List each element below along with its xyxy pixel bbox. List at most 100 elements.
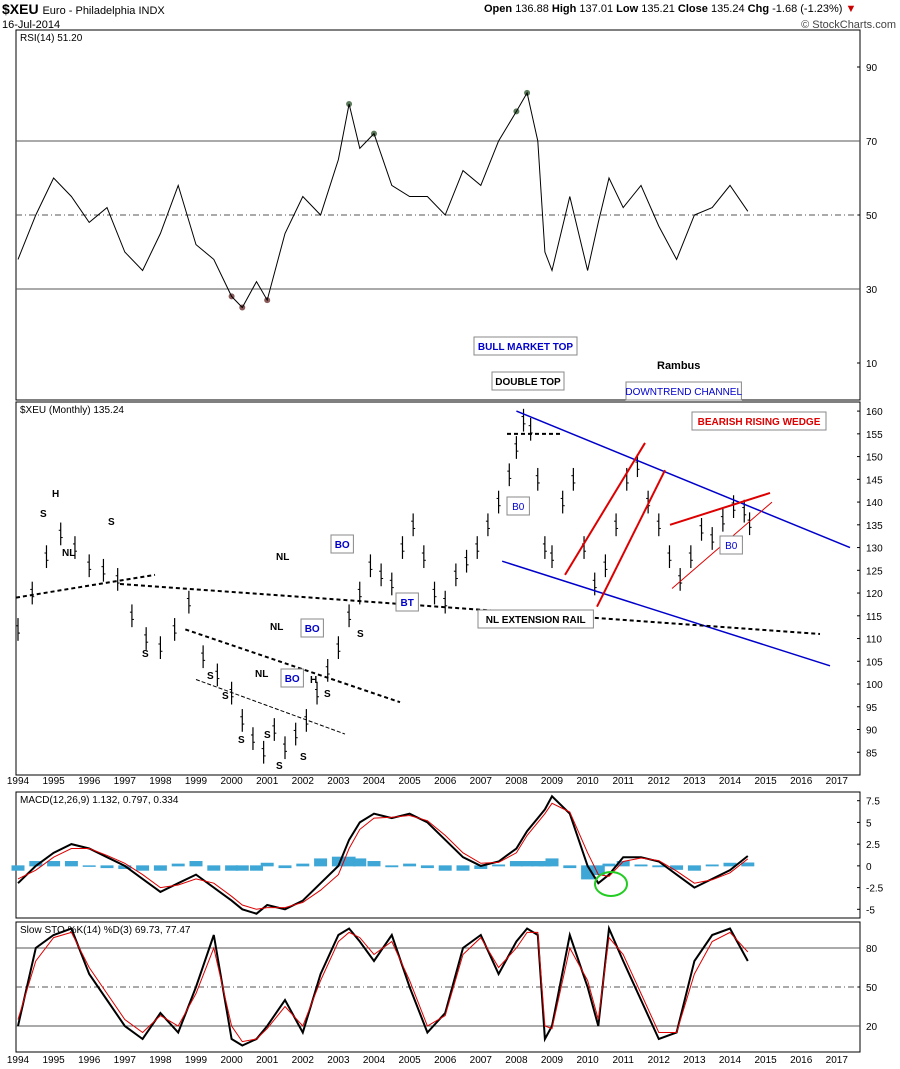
x-tick-label: 2004 bbox=[363, 776, 386, 787]
macd-histogram-bar bbox=[64, 861, 78, 867]
y-tick-label: 140 bbox=[866, 498, 883, 509]
y-tick-label: 90 bbox=[866, 63, 878, 74]
y-tick-label: 20 bbox=[866, 1022, 878, 1033]
macd-histogram-bar bbox=[314, 858, 328, 867]
x-tick-label: 1995 bbox=[42, 1055, 65, 1066]
bt-label-box bbox=[395, 592, 419, 612]
macd-histogram-bar bbox=[250, 865, 264, 871]
y-tick-label: -2.5 bbox=[866, 884, 884, 895]
macd-line bbox=[17, 794, 749, 915]
double-top-label-box bbox=[491, 371, 565, 391]
y-tick-label: 120 bbox=[866, 589, 883, 600]
x-tick-label: 2011 bbox=[612, 776, 634, 787]
y-tick-label: 135 bbox=[866, 521, 883, 532]
x-tick-label: 2003 bbox=[327, 776, 350, 787]
bo-label: BO bbox=[335, 540, 350, 551]
y-tick-label: 50 bbox=[866, 983, 878, 994]
y-tick-label: 150 bbox=[866, 453, 883, 464]
bearish-rising-wedge-label-box bbox=[691, 411, 827, 431]
nl-extension-rail-label: NL EXTENSION RAIL bbox=[486, 615, 586, 626]
shoulder-label: S bbox=[207, 671, 214, 682]
macd-histogram-bar bbox=[278, 865, 292, 869]
bo-label-box bbox=[506, 496, 530, 516]
bo-label-box bbox=[330, 534, 354, 554]
change-value: -1.68 (-1.23%) bbox=[772, 3, 843, 15]
y-tick-label: 80 bbox=[866, 944, 878, 955]
rsi-line bbox=[17, 91, 749, 309]
downtrend-channel-label: DOWNTREND CHANNEL bbox=[625, 387, 742, 398]
shoulder-label: S bbox=[357, 629, 364, 640]
low-value: 135.21 bbox=[641, 3, 675, 15]
wedge-upper bbox=[669, 492, 771, 526]
downtrend-channel-label-box bbox=[625, 381, 742, 401]
panel-legend: $XEU (Monthly) 135.24 bbox=[20, 405, 124, 416]
x-tick-label: 2006 bbox=[434, 1055, 457, 1066]
x-tick-label: 2009 bbox=[541, 1055, 564, 1066]
x-tick-label: 2012 bbox=[648, 1055, 671, 1066]
macd-histogram-bar bbox=[189, 861, 203, 867]
x-tick-label: 2010 bbox=[576, 776, 599, 787]
y-tick-label: 5 bbox=[866, 818, 872, 829]
x-tick-label: 2014 bbox=[719, 1055, 742, 1066]
macd-histogram-bar bbox=[652, 865, 666, 868]
stochastic-d-line bbox=[17, 931, 749, 1043]
neckline-label: NL bbox=[62, 548, 75, 559]
symbol: $XEU bbox=[2, 1, 39, 17]
macd-histogram-bar bbox=[634, 864, 648, 867]
x-tick-label: 2005 bbox=[398, 776, 421, 787]
y-tick-label: 95 bbox=[866, 703, 878, 714]
x-tick-label: 1995 bbox=[42, 776, 65, 787]
y-tick-label: 125 bbox=[866, 566, 883, 577]
macd-histogram-bar bbox=[563, 865, 577, 869]
change-label: Chg bbox=[747, 3, 770, 15]
panel-legend: Slow STO %K(14) %D(3) 69.73, 77.47 bbox=[20, 925, 191, 936]
shoulder-label: S bbox=[222, 691, 229, 702]
shoulder-label: S bbox=[264, 730, 271, 741]
x-tick-label: 2008 bbox=[505, 776, 528, 787]
macd-histogram-bar bbox=[47, 861, 61, 867]
x-tick-label: 1997 bbox=[114, 1055, 137, 1066]
open-label: Open bbox=[484, 3, 513, 15]
x-tick-label: 1999 bbox=[185, 776, 208, 787]
y-tick-label: 130 bbox=[866, 544, 883, 555]
macd-histogram-bar bbox=[235, 865, 249, 871]
panel-legend: RSI(14) 51.20 bbox=[20, 33, 83, 44]
shoulder-label: S bbox=[300, 752, 307, 763]
x-tick-label: 1994 bbox=[7, 1055, 30, 1066]
x-tick-label: 2017 bbox=[826, 776, 849, 787]
bo-label-box bbox=[300, 618, 324, 638]
red-channel-line bbox=[564, 442, 646, 576]
macd-histogram-bar bbox=[602, 863, 616, 867]
open-value: 136.88 bbox=[515, 3, 549, 15]
panel-frame-2 bbox=[15, 791, 861, 919]
x-tick-label: 1996 bbox=[78, 776, 101, 787]
head-label: H bbox=[310, 675, 317, 686]
macd-histogram-bar bbox=[296, 863, 310, 867]
x-tick-label: 2007 bbox=[470, 1055, 493, 1066]
y-tick-label: 7.5 bbox=[866, 797, 880, 808]
bo-label-box bbox=[719, 535, 743, 555]
bearish-rising-wedge-label: BEARISH RISING WEDGE bbox=[698, 417, 821, 428]
x-tick-label: 2002 bbox=[292, 776, 315, 787]
neckline-label: NL bbox=[276, 552, 289, 563]
macd-histogram-bar bbox=[492, 864, 506, 867]
close-label: Close bbox=[677, 3, 708, 15]
neckline bbox=[184, 628, 401, 704]
x-tick-label: 1997 bbox=[114, 776, 137, 787]
y-tick-label: 115 bbox=[866, 612, 882, 623]
macd-histogram-bar bbox=[260, 862, 274, 867]
y-tick-label: 85 bbox=[866, 748, 878, 759]
x-tick-label: 2016 bbox=[790, 1055, 813, 1066]
x-tick-label: 2009 bbox=[541, 776, 564, 787]
y-tick-label: 110 bbox=[866, 635, 882, 646]
shoulder-label: S bbox=[40, 509, 47, 520]
x-tick-label: 1998 bbox=[149, 776, 172, 787]
macd-histogram-bar bbox=[100, 865, 114, 869]
x-tick-label: 2014 bbox=[719, 776, 742, 787]
close-value: 135.24 bbox=[710, 3, 745, 15]
x-tick-label: 2008 bbox=[505, 1055, 528, 1066]
shoulder-label: S bbox=[276, 761, 283, 772]
x-tick-label: 2012 bbox=[648, 776, 671, 787]
bull-market-top-label: BULL MARKET TOP bbox=[478, 342, 574, 353]
